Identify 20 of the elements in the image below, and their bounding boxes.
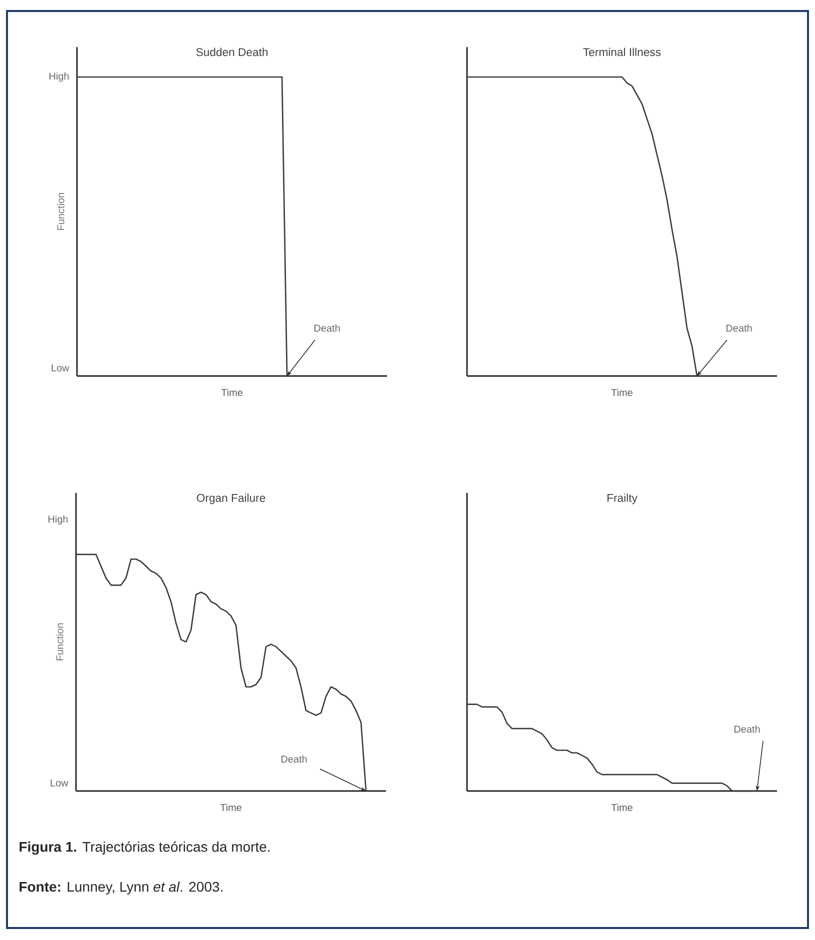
x-axis-title: Time bbox=[221, 388, 242, 396]
x-axis-title: Time bbox=[611, 388, 632, 396]
annotation: Death bbox=[734, 725, 760, 733]
x-axis-title: Time bbox=[220, 804, 242, 812]
chart-title: Organ Failure bbox=[196, 494, 266, 504]
text: High bbox=[50, 72, 69, 82]
chart-title: Terminal Illness bbox=[583, 48, 661, 56]
text: Low bbox=[50, 780, 68, 786]
chart-title: Sudden Death bbox=[196, 48, 268, 56]
text: High bbox=[48, 515, 68, 525]
annotation: Death bbox=[281, 755, 307, 763]
annotation: Death bbox=[314, 324, 340, 332]
y-axis-title: Function bbox=[56, 623, 64, 660]
chart-title: Frailty bbox=[608, 494, 638, 504]
text: Figura 1. Trajectórias teóricas da morte. bbox=[20, 841, 270, 855]
text: Fonte: Lunney, Lynn et al. 2003. bbox=[20, 881, 222, 895]
text: Low bbox=[52, 364, 70, 372]
y-axis-title: Function bbox=[56, 193, 64, 230]
x-axis-title: Time bbox=[611, 804, 632, 812]
annotation: Death bbox=[726, 324, 752, 332]
